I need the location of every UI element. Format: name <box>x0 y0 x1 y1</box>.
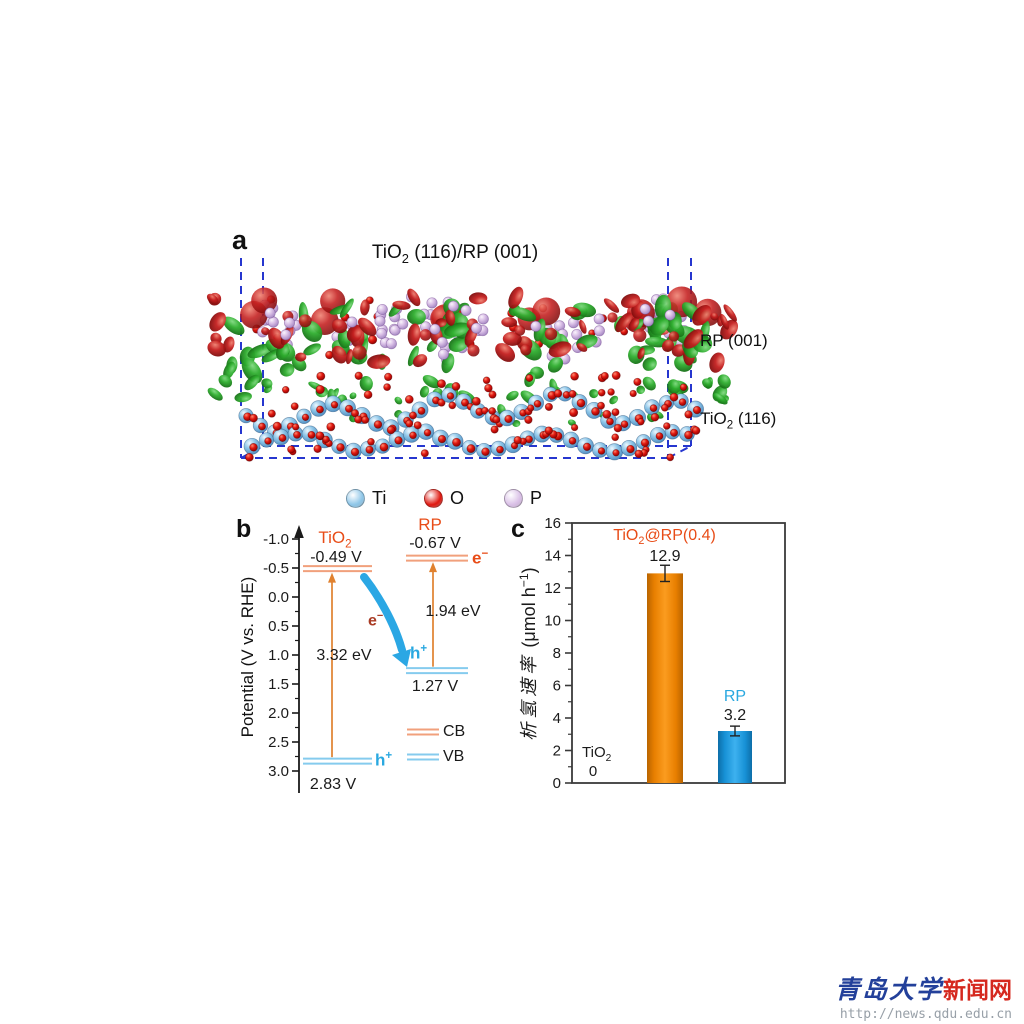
o-atom-icon <box>424 489 443 508</box>
potential-axis-label: Potential (V vs. RHE) <box>238 576 257 738</box>
svg-text:-0.5: -0.5 <box>263 560 289 577</box>
atom-legend-item-o: O <box>424 488 464 509</box>
rate-axis-label: 析氢速率 (μmol h−1) <box>517 567 540 741</box>
svg-text:0.5: 0.5 <box>268 618 289 635</box>
rp-bandgap-label: 1.94 eV <box>425 603 481 620</box>
tio2-vb-potential: 2.83 V <box>309 776 357 793</box>
panel-a-label: a <box>232 225 248 255</box>
svg-text:8: 8 <box>553 645 561 662</box>
rp-layer-label: RP (001) <box>700 331 768 350</box>
svg-text:14: 14 <box>544 548 561 565</box>
svg-text:0: 0 <box>553 775 561 792</box>
watermark-site-suffix: 新闻网 <box>943 977 1012 1004</box>
rate-axis-ticks: 0 2 4 6 8 10 12 14 16 <box>544 515 572 792</box>
composite-bar-title: TiO2@RP(0.4) <box>613 527 716 548</box>
potential-axis-ticks: -1.0 -0.5 0.0 0.5 1.0 1.5 2.0 2.5 3.0 <box>263 531 299 780</box>
svg-text:1.0: 1.0 <box>268 647 289 664</box>
svg-text:1.5: 1.5 <box>268 676 289 693</box>
tio2-category-label: TiO2 <box>582 744 612 764</box>
tio2-bandgap-label: 3.32 eV <box>316 647 372 664</box>
atom-legend-item-p: P <box>504 488 542 509</box>
svg-text:10: 10 <box>544 613 561 630</box>
svg-text:2: 2 <box>553 743 561 760</box>
svg-text:6: 6 <box>553 678 561 695</box>
panel-a-title: TiO2 (116)/RP (001) <box>371 242 539 266</box>
atom-legend-label: O <box>450 488 465 508</box>
band-diagram-graphic: -1.0 -0.5 0.0 0.5 1.0 1.5 2.0 2.5 3.0 <box>263 525 468 793</box>
svg-text:-1.0: -1.0 <box>263 531 289 548</box>
watermark-url: http://news.qdu.edu.cn <box>839 1007 1012 1022</box>
rp-material-label: RP <box>418 515 442 534</box>
svg-text:4: 4 <box>553 710 561 727</box>
cb-legend-label: CB <box>443 723 466 740</box>
rp-electron-label: e− <box>472 548 489 568</box>
atoms-and-isosurfaces <box>206 286 739 462</box>
watermark: 青岛大学新闻网 http://news.qdu.edu.cn <box>835 970 1012 1022</box>
panel-b-label: b <box>236 515 252 543</box>
svg-text:3.0: 3.0 <box>268 763 289 780</box>
bar-RP <box>718 731 752 783</box>
watermark-site-name: 青岛大学 <box>834 975 943 1004</box>
svg-text:16: 16 <box>544 515 561 532</box>
svg-text:12: 12 <box>544 580 561 597</box>
atom-legend-item-ti: Ti <box>346 488 386 509</box>
composite-bar-value: 12.9 <box>649 548 681 565</box>
tio2-layer-label: TiO2 (116) <box>700 409 777 432</box>
bar-TiO2@RP(0.4) <box>647 573 683 783</box>
svg-text:2.5: 2.5 <box>268 734 289 751</box>
tio2-hole-label: h+ <box>375 750 393 770</box>
rp-category-label: RP <box>723 688 747 705</box>
bar-chart-graphic: 0 2 4 6 8 10 12 14 16 <box>544 515 786 792</box>
atom-legend-label: P <box>530 488 543 508</box>
rp-bar-value: 3.2 <box>723 707 747 724</box>
transfer-electron-label: e− <box>368 610 384 630</box>
rp-cb-potential: -0.67 V <box>409 535 461 552</box>
ti-atom-icon <box>346 489 365 508</box>
tio2-cb-potential: -0.49 V <box>310 549 362 566</box>
vb-legend-label: VB <box>443 748 465 765</box>
crystal-structure-graphic <box>206 258 739 462</box>
rp-hole-label: h+ <box>410 643 428 663</box>
svg-text:0.0: 0.0 <box>268 589 289 606</box>
panel-c-label: c <box>511 515 525 543</box>
rp-vb-potential: 1.27 V <box>411 678 459 695</box>
svg-text:2.0: 2.0 <box>268 705 289 722</box>
tio2-material-label: TiO2 <box>318 528 352 551</box>
p-atom-icon <box>504 489 523 508</box>
tio2-bar-value: 0 <box>588 763 598 780</box>
atom-legend-label: Ti <box>372 488 387 508</box>
